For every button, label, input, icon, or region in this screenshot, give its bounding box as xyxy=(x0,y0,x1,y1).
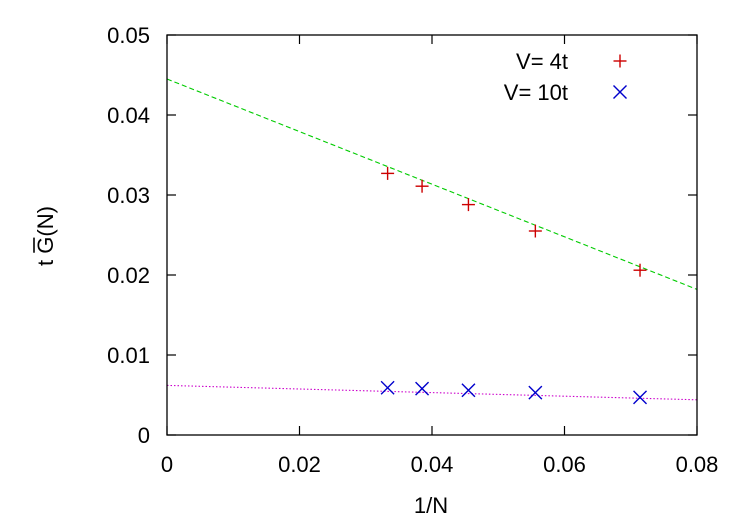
x-tick-label: 0.08 xyxy=(676,452,719,477)
fit-line xyxy=(166,78,698,290)
y-tick-label: 0.03 xyxy=(107,183,150,208)
data-point xyxy=(415,381,430,396)
legend-label: V= 10t xyxy=(504,80,568,105)
x-tick-label: 0.06 xyxy=(543,452,586,477)
data-points xyxy=(380,166,648,405)
data-point xyxy=(528,224,542,238)
y-axis-label-group: t G(N) xyxy=(33,206,58,266)
data-point xyxy=(461,383,476,398)
y-tick-label: 0.02 xyxy=(107,263,150,288)
x-axis-label: 1/N xyxy=(414,493,448,518)
y-tick-label: 0.01 xyxy=(107,343,150,368)
legend: V= 4t V= 10t xyxy=(504,49,627,105)
data-point xyxy=(415,179,429,193)
x-tick-label: 0.04 xyxy=(411,452,454,477)
fit-line xyxy=(166,384,698,401)
axis-ticks xyxy=(166,34,698,436)
x-tick-labels: 0 0.02 0.04 0.06 0.08 xyxy=(161,452,719,477)
x-tick-label: 0.02 xyxy=(278,452,321,477)
y-tick-label: 0 xyxy=(138,423,150,448)
data-point xyxy=(633,390,648,405)
data-point xyxy=(380,380,395,395)
y-tick-labels: 0 0.01 0.02 0.03 0.04 0.05 xyxy=(107,23,150,448)
y-tick-label: 0.05 xyxy=(107,23,150,48)
y-axis-label: t G(N) xyxy=(33,206,58,266)
data-point xyxy=(381,166,395,180)
data-point xyxy=(633,263,647,277)
x-tick-label: 0 xyxy=(161,452,173,477)
data-point xyxy=(528,385,543,400)
legend-marker xyxy=(613,85,627,99)
legend-label: V= 4t xyxy=(516,49,568,74)
y-tick-label: 0.04 xyxy=(107,103,150,128)
fit-lines xyxy=(166,78,698,401)
data-point xyxy=(461,198,475,212)
legend-marker xyxy=(613,54,627,68)
